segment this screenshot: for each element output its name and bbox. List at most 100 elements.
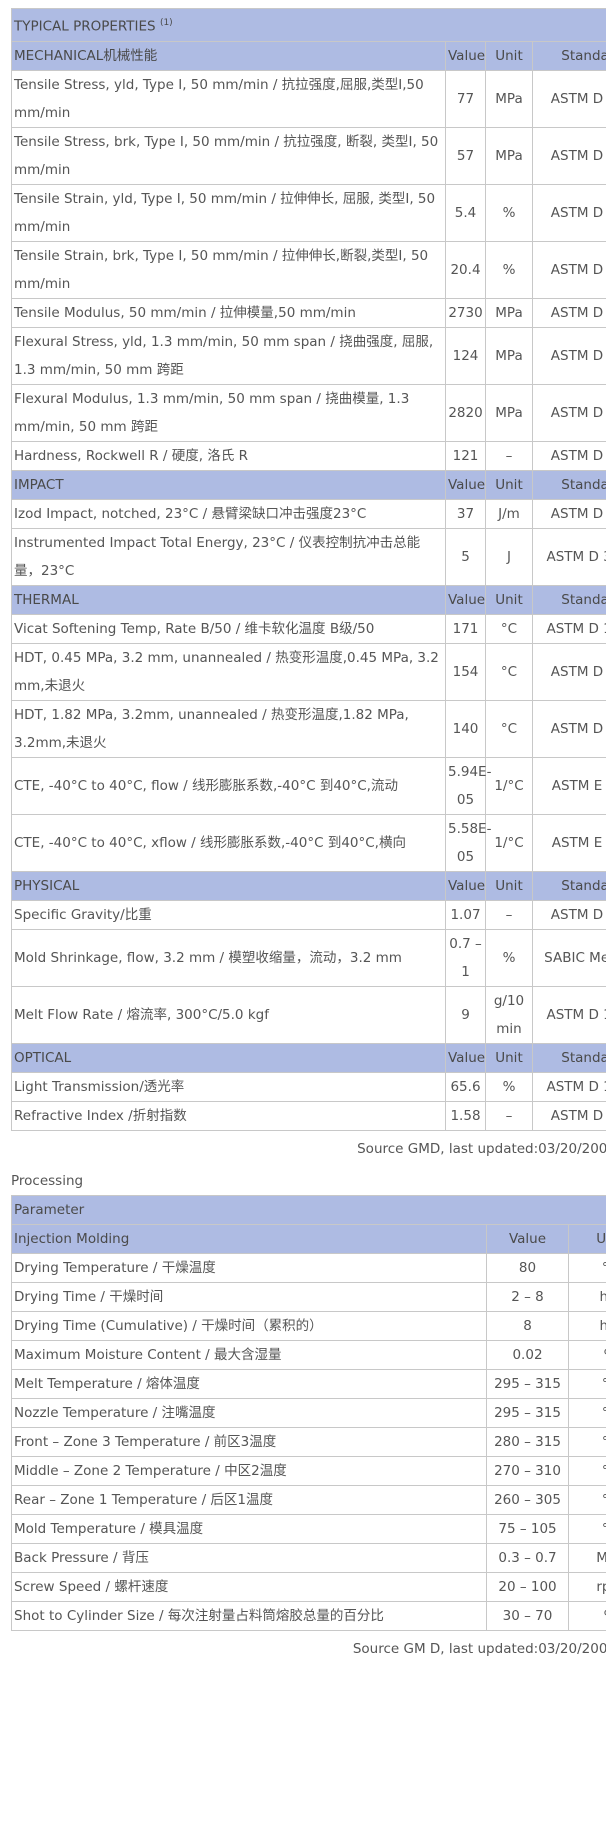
column-header: Standard: [532, 870, 606, 901]
section-name: MECHANICAL机械性能: [11, 40, 446, 71]
section-name: OPTICAL: [11, 1042, 446, 1073]
unit: °C: [485, 613, 533, 644]
property: Vicat Softening Temp, Rate B/50 / 维卡软化温度…: [11, 613, 446, 644]
value: 5.94E-05: [445, 756, 491, 815]
processing-table: Parameter Injection MoldingValueUnit Dry…: [10, 1194, 606, 1631]
property-row: Tensile Modulus, 50 mm/min / 拉伸模量,50 mm/…: [11, 297, 606, 328]
standard: ASTM D 1238: [532, 985, 606, 1044]
property: CTE, -40°C to 40°C, flow / 线形膨胀系数,-40°C …: [11, 756, 446, 815]
column-header: Value: [445, 1042, 486, 1073]
standard: ASTM D 648: [532, 699, 606, 758]
typical-properties-table: TYPICAL PROPERTIES (1) MECHANICAL机械性能 Valu…: [11, 8, 606, 1131]
parameter: Drying Temperature / 干燥温度: [11, 1252, 487, 1283]
unit: MPa: [485, 326, 533, 385]
property: HDT, 1.82 MPa, 3.2mm, unannealed / 热变形温度…: [11, 699, 446, 758]
property: Flexural Stress, yld, 1.3 mm/min, 50 mm …: [11, 326, 446, 385]
column-header: Unit: [485, 469, 533, 500]
property: Light Transmission/透光率: [11, 1071, 446, 1102]
standard: ASTM E 831: [532, 756, 606, 815]
value: 280 – 315: [486, 1426, 569, 1457]
parameter: Screw Speed / 螺杆速度: [11, 1571, 487, 1602]
property-row: Hardness, Rockwell R / 硬度, 洛氏 R 121– ASTM …: [11, 440, 606, 471]
unit: hrs: [567, 1310, 606, 1341]
property: Tensile Stress, brk, Type I, 50 mm/min /…: [11, 126, 446, 185]
unit: °C: [567, 1426, 606, 1457]
unit: °C: [485, 642, 533, 701]
property-row: Melt Flow Rate / 熔流率, 300°C/5.0 kgf 9 g/10…: [11, 985, 606, 1044]
standard: ASTM D 638: [532, 126, 606, 185]
unit: %: [485, 183, 533, 242]
property: Hardness, Rockwell R / 硬度, 洛氏 R: [11, 440, 446, 471]
column-header: Value: [445, 870, 486, 901]
section-row: IMPACTValueUnitStandard: [11, 469, 606, 500]
property: Mold Shrinkage, flow, 3.2 mm / 模塑收缩量，流动，…: [11, 928, 446, 987]
column-header: Unit: [485, 40, 533, 71]
property-row: Flexural Stress, yld, 1.3 mm/min, 50 mm …: [11, 326, 606, 385]
section-row: PHYSICALValueUnitStandard: [11, 870, 606, 901]
parameter: Melt Temperature / 熔体温度: [11, 1368, 487, 1399]
parameter: Mold Temperature / 模具温度: [11, 1513, 487, 1544]
unit: MPa: [485, 126, 533, 185]
column-header: Value: [445, 40, 486, 71]
parameter: Drying Time / 干燥时间: [11, 1281, 487, 1312]
parameter-row: Rear – Zone 1 Temperature / 后区1温度 260 – 3…: [11, 1484, 606, 1515]
column-header: Unit: [567, 1223, 606, 1254]
header-cell: Parameter: [10, 1194, 606, 1225]
unit: 1/°C: [485, 756, 533, 815]
parameter: Shot to Cylinder Size / 每次注射量占料筒熔胶总量的百分比: [11, 1600, 487, 1631]
value: 30 – 70: [486, 1600, 569, 1631]
value: 295 – 315: [486, 1368, 569, 1399]
standard: ASTM D 542: [532, 1100, 606, 1131]
unit: °C: [567, 1455, 606, 1486]
column-header: Standard: [532, 469, 606, 500]
standard: ASTM D 1003: [532, 1071, 606, 1102]
unit: °C: [567, 1397, 606, 1428]
unit: g/10 min: [485, 985, 533, 1044]
property: Izod Impact, notched, 23°C / 悬臂梁缺口冲击强度23…: [11, 498, 446, 529]
unit: %: [485, 240, 533, 299]
unit: MPa: [485, 69, 533, 128]
property-row: Tensile Stress, brk, Type I, 50 mm/min /…: [11, 126, 606, 185]
column-header: Unit: [485, 1042, 533, 1073]
standard: ASTM D 792: [532, 899, 606, 930]
value: 5: [445, 527, 486, 586]
section-name: IMPACT: [11, 469, 446, 500]
property-row: Tensile Stress, yld, Type I, 50 mm/min /…: [11, 69, 606, 128]
standard: ASTM E 831: [532, 813, 606, 872]
property-row: HDT, 0.45 MPa, 3.2 mm, unannealed / 热变形温…: [11, 642, 606, 701]
standard: ASTM D 256: [532, 498, 606, 529]
parameter-row: Front – Zone 3 Temperature / 前区3温度 280 – …: [11, 1426, 606, 1457]
property: Tensile Strain, yld, Type I, 50 mm/min /…: [11, 183, 446, 242]
parameter-row: Drying Time (Cumulative) / 干燥时间（累积的）8hrs: [11, 1310, 606, 1341]
property: HDT, 0.45 MPa, 3.2 mm, unannealed / 热变形温…: [11, 642, 446, 701]
property: Specific Gravity/比重: [11, 899, 446, 930]
unit: –: [485, 1100, 533, 1131]
parameter: Back Pressure / 背压: [11, 1542, 487, 1573]
property: Refractive Index /折射指数: [11, 1100, 446, 1131]
standard: ASTM D 790: [532, 383, 606, 442]
column-header: Standard: [532, 40, 606, 71]
unit: °C: [567, 1252, 606, 1283]
value: 75 – 105: [486, 1513, 569, 1544]
section-cell: Injection Molding: [11, 1223, 487, 1254]
standard: ASTM D 3763: [532, 527, 606, 586]
value: 295 – 315: [486, 1397, 569, 1428]
unit: 1/°C: [485, 813, 533, 872]
value: 57: [445, 126, 486, 185]
unit: J: [485, 527, 533, 586]
column-header: Value: [445, 584, 486, 615]
title-row: TYPICAL PROPERTIES (1): [11, 8, 606, 42]
value: 0.3 – 0.7: [486, 1542, 569, 1573]
unit: MPa: [567, 1542, 606, 1573]
standard: ASTM D 648: [532, 642, 606, 701]
column-header: Standard: [532, 584, 606, 615]
value: 77: [445, 69, 486, 128]
standard: ASTM D 638: [532, 69, 606, 128]
unit: °C: [567, 1484, 606, 1515]
